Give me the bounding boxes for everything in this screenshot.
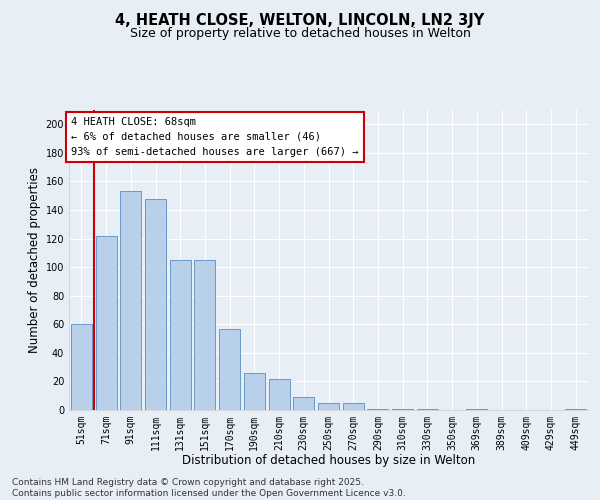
Bar: [392, 408, 413, 410]
Bar: [194, 260, 215, 410]
Bar: [466, 408, 487, 410]
Y-axis label: Number of detached properties: Number of detached properties: [28, 167, 41, 353]
Text: Contains HM Land Registry data © Crown copyright and database right 2025.
Contai: Contains HM Land Registry data © Crown c…: [12, 478, 406, 498]
Bar: [71, 324, 92, 410]
X-axis label: Distribution of detached houses by size in Welton: Distribution of detached houses by size …: [182, 454, 475, 468]
Bar: [293, 397, 314, 410]
Bar: [318, 403, 339, 410]
Bar: [269, 378, 290, 410]
Bar: [95, 236, 116, 410]
Bar: [417, 408, 438, 410]
Bar: [343, 403, 364, 410]
Text: 4 HEATH CLOSE: 68sqm
← 6% of detached houses are smaller (46)
93% of semi-detach: 4 HEATH CLOSE: 68sqm ← 6% of detached ho…: [71, 117, 359, 156]
Text: 4, HEATH CLOSE, WELTON, LINCOLN, LN2 3JY: 4, HEATH CLOSE, WELTON, LINCOLN, LN2 3JY: [115, 12, 485, 28]
Bar: [120, 192, 141, 410]
Text: Size of property relative to detached houses in Welton: Size of property relative to detached ho…: [130, 28, 470, 40]
Bar: [170, 260, 191, 410]
Bar: [565, 408, 586, 410]
Bar: [244, 373, 265, 410]
Bar: [145, 198, 166, 410]
Bar: [367, 408, 388, 410]
Bar: [219, 328, 240, 410]
